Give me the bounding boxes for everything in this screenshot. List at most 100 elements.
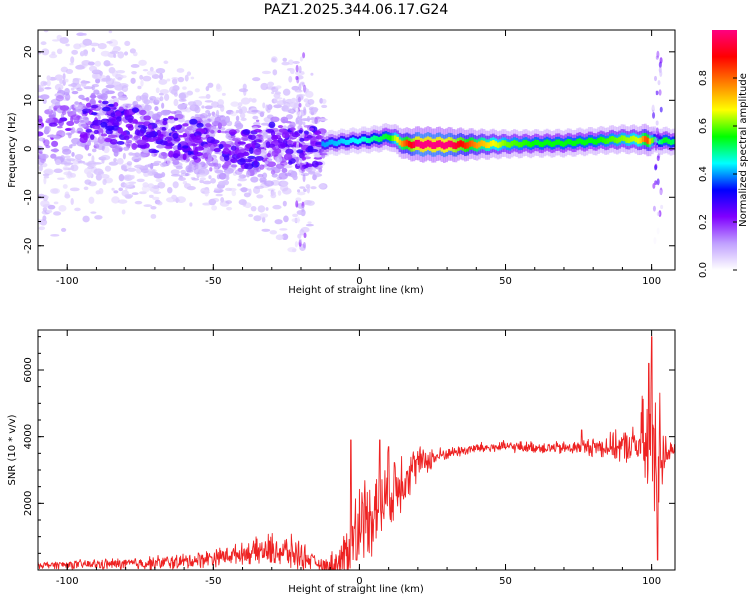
spectrogram-ridge-cell — [361, 136, 364, 142]
snr-series-line — [38, 336, 675, 570]
spectrogram-blob — [189, 202, 193, 207]
spectrogram-streak-blob — [655, 127, 659, 134]
spectrogram-blob — [101, 145, 105, 152]
spectrogram-core-blob — [136, 139, 147, 146]
spectrogram-blob — [318, 183, 327, 189]
spectrogram-ridge-cell — [365, 137, 369, 143]
spectrogram-ridge-cell — [665, 137, 668, 143]
spectrogram-ridge-cell — [356, 139, 360, 145]
spectrogram-blob — [120, 75, 127, 79]
spectrogram-blob — [163, 93, 170, 101]
spectrogram-blob — [83, 86, 93, 90]
spectrogram-blob — [159, 96, 164, 102]
spectrogram-blob — [178, 98, 187, 102]
spectrogram-ridge-cell — [587, 137, 591, 144]
spectrogram-ridge-cell — [618, 136, 621, 143]
spectrogram-blob — [43, 30, 49, 33]
spectrogram-blob — [171, 194, 177, 200]
spectrogram-y-tick-label: 0 — [23, 146, 34, 152]
spectrogram-streak-blob — [652, 183, 656, 189]
spectrogram-core-blob — [309, 148, 319, 153]
spectrogram-ridge-cell — [342, 138, 346, 144]
spectrogram-blob — [321, 98, 327, 104]
spectrogram-blob — [101, 77, 112, 82]
spectrogram-blob — [253, 121, 261, 126]
spectrogram-blob — [63, 158, 72, 164]
spectrogram-blob — [123, 146, 130, 151]
spectrogram-ridge-cell — [398, 139, 402, 146]
spectrogram-streak-blob — [652, 205, 656, 212]
spectrogram-ridge-cell — [330, 139, 334, 145]
spectrogram-ridge-cell — [667, 138, 671, 144]
spectrogram-core-blob — [194, 146, 205, 151]
spectrogram-blob — [197, 173, 207, 178]
spectrogram-core-blob — [281, 131, 290, 139]
spectrogram-core-blob — [230, 145, 237, 151]
spectrogram-blob — [124, 184, 128, 191]
spectrogram-ridge-cell — [531, 141, 535, 147]
spectrogram-streak-blob — [296, 161, 300, 167]
spectrogram-ridge-cell — [459, 140, 462, 147]
spectrogram-ridge-cell — [569, 139, 572, 145]
spectrogram-blob — [83, 186, 89, 191]
spectrogram-blob — [115, 70, 126, 74]
spectrogram-blob — [170, 169, 180, 175]
spectrogram-blob — [261, 216, 266, 223]
spectrogram-blob — [282, 187, 292, 195]
spectrogram-blob — [132, 51, 138, 57]
spectrogram-ridge-cell — [606, 138, 610, 144]
spectrogram-blob — [144, 104, 152, 111]
spectrogram-blob — [260, 122, 270, 126]
spectrogram-core-blob — [93, 129, 99, 135]
spectrogram-streak-blob — [660, 204, 664, 210]
spectrogram-streak-blob — [303, 106, 307, 114]
spectrogram-blob — [113, 150, 119, 157]
spectrogram-core-blob — [100, 122, 108, 128]
spectrogram-blob — [82, 38, 93, 46]
spectrogram-core-blob — [249, 147, 254, 155]
spectrogram-core-blob — [118, 106, 124, 112]
spectrogram-blob — [182, 86, 187, 90]
spectrogram-blob — [252, 77, 261, 82]
spectrogram-blob — [88, 196, 95, 205]
spectrogram-blob — [150, 206, 157, 210]
spectrogram-ridge-cell — [445, 141, 448, 149]
spectrogram-ridge-cell — [552, 141, 556, 147]
spectrogram-ridge-cell — [433, 142, 437, 149]
spectrogram-ridge-cell — [370, 136, 374, 142]
spectrogram-streak-blob — [651, 104, 655, 111]
spectrogram-ridge-cell — [615, 137, 619, 144]
spectrogram-blob — [286, 114, 293, 120]
spectrogram-blob — [73, 104, 83, 109]
spectrogram-blob — [187, 101, 197, 106]
spectrogram-ridge-cell — [494, 141, 498, 147]
spectrogram-blob — [272, 204, 282, 210]
spectrogram-blob — [87, 153, 92, 157]
spectrogram-blob — [235, 109, 239, 114]
spectrogram-core-blob — [175, 124, 182, 130]
spectrogram-blob — [289, 101, 298, 108]
spectrogram-blob — [135, 95, 142, 102]
spectrogram-streak-blob — [654, 164, 658, 171]
spectrogram-blob — [270, 193, 277, 199]
spectrogram-x-axis-label: Height of straight line (km) — [288, 285, 424, 296]
spectrogram-blob — [91, 72, 102, 80]
spectrogram-blob — [54, 74, 64, 81]
spectrogram-blob — [191, 178, 200, 181]
spectrogram-ridge-cell — [405, 139, 409, 146]
spectrogram-core-blob — [110, 112, 116, 117]
spectrogram-blob — [62, 184, 68, 189]
spectrogram-ridge-cell — [337, 139, 341, 145]
spectrogram-ridge-cell — [576, 138, 579, 145]
spectrogram-blob — [287, 247, 297, 253]
spectrogram-core-blob — [172, 132, 179, 140]
spectrogram-ridge-cell — [648, 138, 652, 145]
spectrogram-blob — [185, 165, 192, 173]
spectrogram-streak-blob — [302, 52, 306, 59]
spectrogram-blob — [205, 86, 210, 92]
spectrogram-blob — [154, 97, 161, 103]
spectrogram-core-blob — [315, 135, 324, 140]
spectrogram-blob — [131, 192, 139, 196]
spectrogram-blob — [231, 190, 237, 197]
spectrogram-core-blob — [85, 128, 92, 133]
